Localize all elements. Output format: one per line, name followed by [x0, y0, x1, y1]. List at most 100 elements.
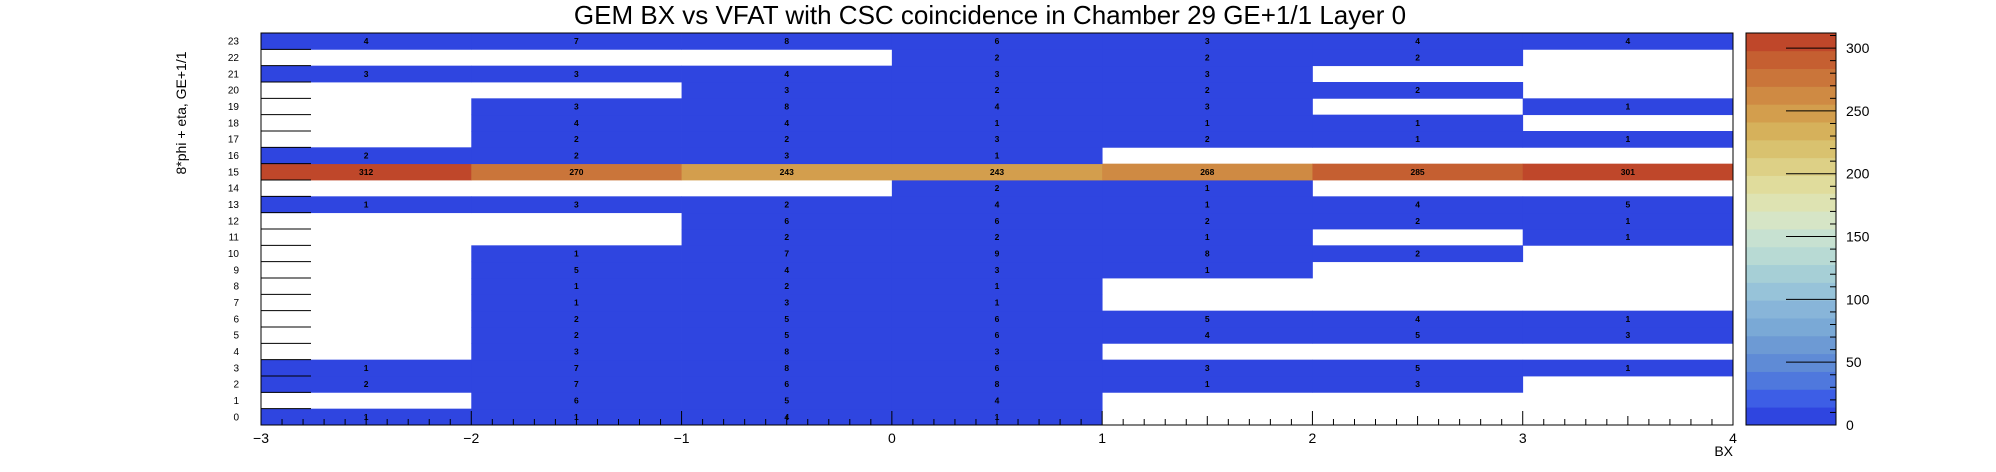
heatmap-cell [681, 327, 893, 344]
cell-value-label: 2 [1205, 134, 1210, 144]
cell-value-label: 301 [1621, 167, 1635, 177]
cell-value-label: 8 [784, 347, 789, 357]
cell-value-label: 1 [1205, 200, 1210, 210]
heatmap-cell [681, 131, 893, 148]
color-scale-segment [1746, 353, 1836, 372]
cell-value-label: 3 [574, 102, 579, 112]
heatmap-cell [681, 278, 893, 295]
cell-value-label: 4 [784, 118, 789, 128]
heatmap-cell [681, 229, 893, 246]
color-scale-tick-label: 250 [1846, 103, 1870, 119]
heatmap-cell [681, 343, 893, 361]
heatmap-cell [891, 131, 1103, 148]
heatmap-cell [261, 163, 472, 181]
cell-value-label: 2 [995, 53, 1000, 63]
cell-value-label: 4 [784, 265, 789, 275]
chart-title: GEM BX vs VFAT with CSC coincidence in C… [574, 0, 1406, 30]
heatmap-cell [1522, 163, 1734, 181]
cell-value-label: 1 [1205, 265, 1210, 275]
y-tick-label: 16 [228, 151, 240, 162]
heatmap-cell [681, 294, 893, 312]
heatmap-cell [471, 327, 682, 344]
cell-value-label: 2 [784, 134, 789, 144]
cell-value-label: 6 [995, 314, 1000, 324]
cell-value-label: 2 [1415, 85, 1420, 95]
color-scale-segment [1746, 300, 1836, 319]
heatmap-cell [1102, 359, 1313, 377]
cell-value-label: 5 [1415, 363, 1420, 373]
heatmap-cell [471, 294, 682, 312]
heatmap-cell [681, 147, 893, 165]
heatmap-cell [471, 114, 682, 132]
heatmap-cell [681, 310, 893, 328]
cell-value-label: 1 [1625, 216, 1630, 226]
heatmap-cell [891, 49, 1103, 67]
heatmap-cell [1102, 163, 1313, 181]
heatmap-cell [1312, 33, 1524, 50]
cell-value-label: 3 [1625, 330, 1630, 340]
cell-value-label: 5 [1415, 330, 1420, 340]
cell-value-label: 2 [784, 200, 789, 210]
heatmap-cell [1312, 131, 1524, 148]
cell-value-label: 4 [1415, 36, 1420, 46]
heatmap-cell [1522, 310, 1734, 328]
color-scale-segment [1746, 193, 1836, 212]
cell-value-label: 6 [784, 216, 789, 226]
cell-value-label: 1 [1205, 232, 1210, 242]
cell-value-label: 8 [784, 363, 789, 373]
cell-value-label: 2 [1415, 216, 1420, 226]
color-scale-segment [1746, 175, 1836, 194]
cell-value-label: 4 [995, 396, 1000, 406]
heatmap-cell [471, 196, 682, 214]
heatmap-cell [1102, 49, 1313, 67]
heatmap-cell [891, 33, 1103, 50]
heatmap-cell [1102, 65, 1313, 83]
y-axis-title: 8*phi + eta, GE+1/1 [173, 51, 189, 174]
heatmap-cell [891, 278, 1103, 295]
cell-value-label: 6 [995, 363, 1000, 373]
heatmap-cell [891, 229, 1103, 246]
heatmap-cell [891, 147, 1103, 165]
heatmap-cell [471, 278, 682, 295]
heatmap-cell [261, 196, 472, 214]
y-tick-label: 1 [233, 396, 239, 407]
y-tick-label: 7 [233, 298, 239, 309]
color-scale-tick-label: 200 [1846, 166, 1870, 182]
cell-value-label: 6 [784, 379, 789, 389]
cell-value-label: 7 [574, 36, 579, 46]
heatmap-cell [471, 65, 682, 83]
heatmap-cell [1312, 114, 1524, 132]
y-tick-label: 3 [233, 363, 239, 374]
y-tick-label: 5 [233, 331, 239, 342]
y-tick-label: 12 [228, 216, 240, 227]
cell-value-label: 1 [1625, 134, 1630, 144]
heatmap-cell [1312, 196, 1524, 214]
heatmap-cell [891, 327, 1103, 344]
cell-value-label: 4 [995, 200, 1000, 210]
heatmap-cell [681, 196, 893, 214]
cell-value-label: 7 [574, 363, 579, 373]
heatmap-cell [891, 310, 1103, 328]
cell-value-label: 5 [784, 330, 789, 340]
color-scale-tick-label: 100 [1846, 291, 1870, 307]
y-tick-label: 22 [228, 53, 240, 64]
heatmap-cell [1522, 327, 1734, 344]
heatmap-cell [891, 98, 1103, 116]
heatmap-cell [891, 376, 1103, 393]
cell-value-label: 8 [995, 379, 1000, 389]
heatmap-cell [1102, 212, 1313, 230]
y-tick-label: 8 [233, 282, 239, 293]
cell-value-label: 243 [780, 167, 794, 177]
heatmap-cell [1102, 98, 1313, 116]
color-scale-segment [1746, 246, 1836, 266]
heatmap-cell [681, 82, 893, 99]
cell-value-label: 5 [784, 314, 789, 324]
cell-value-label: 8 [1205, 249, 1210, 259]
cell-value-label: 5 [1205, 314, 1210, 324]
cell-value-label: 7 [574, 379, 579, 389]
cell-value-label: 1 [995, 118, 1000, 128]
x-tick-label: 1 [1098, 430, 1106, 446]
cell-value-label: 3 [1415, 379, 1420, 389]
cell-value-label: 1 [574, 249, 579, 259]
heatmap-cell [1522, 229, 1734, 246]
